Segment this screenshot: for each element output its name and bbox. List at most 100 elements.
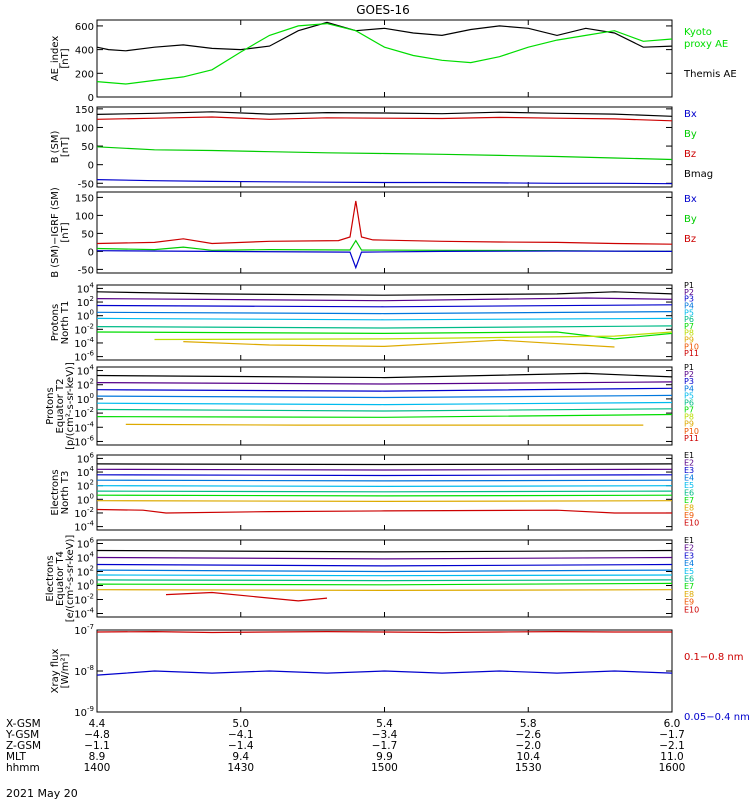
x-axis-value: 1430 — [227, 762, 254, 774]
x-axis-value: 1600 — [659, 762, 686, 774]
series-line — [96, 479, 673, 482]
series-line — [96, 508, 672, 514]
x-axis-value: 5.8 — [520, 718, 537, 730]
legend-entry: E4 — [684, 474, 694, 483]
x-axis-value: −4.1 — [228, 729, 254, 741]
series-line — [96, 387, 673, 392]
y-tick-label: 10-6 — [74, 350, 94, 364]
series-line — [154, 331, 673, 341]
legend-entry: E5 — [684, 567, 694, 576]
series-line — [96, 494, 673, 497]
y-tick-label: 100 — [75, 123, 94, 134]
legend-entry: 0.1−0.8 nm — [684, 652, 743, 663]
legend-entry: P6 — [684, 315, 694, 324]
y-tick-label: 100 — [77, 392, 94, 406]
series-line — [96, 116, 673, 122]
y-tick-label: 0 — [88, 247, 94, 258]
y-tick-label: 104 — [77, 364, 95, 378]
series-line — [125, 423, 644, 426]
legend-entry: E6 — [684, 489, 694, 498]
y-tick-label: 10-2 — [74, 406, 94, 420]
series-line — [96, 146, 673, 161]
legend-entry: E2 — [684, 459, 694, 468]
y-tick-label: 10-2 — [74, 506, 94, 520]
x-axis-value: 8.9 — [89, 751, 106, 763]
y-tick-label: 100 — [77, 579, 94, 593]
y-axis-label: [nT] — [60, 222, 71, 242]
y-tick-label: 10-7 — [74, 623, 94, 637]
y-axis-label: Protons — [45, 387, 56, 424]
y-tick-label: 10-2 — [74, 322, 94, 336]
series-line — [96, 574, 673, 577]
y-axis-label: [p/(cm²-s-sr-keV)] — [65, 362, 76, 450]
y-tick-label: 106 — [77, 451, 95, 465]
y-tick-label: 10-2 — [74, 593, 94, 607]
y-tick-label: 100 — [75, 211, 94, 222]
panel-frame — [96, 191, 673, 274]
x-axis-value: 10.4 — [517, 751, 541, 763]
y-axis-label: B (SM) — [50, 130, 61, 163]
x-axis-value: 1500 — [371, 762, 398, 774]
series-line — [96, 317, 673, 321]
legend-entry: E8 — [684, 590, 694, 599]
series-line — [96, 394, 673, 399]
legend-entry: P9 — [684, 420, 694, 429]
series-line — [96, 468, 673, 471]
date-label: 2021 May 20 — [6, 787, 78, 800]
legend-entry: E8 — [684, 504, 694, 513]
legend-entry: P4 — [684, 301, 694, 310]
series-line — [96, 549, 673, 553]
y-axis-label: [W/m²] — [60, 653, 71, 688]
x-axis-value: −4.8 — [84, 729, 110, 741]
x-axis-row-label: Y-GSM — [5, 729, 39, 741]
series-line — [96, 569, 673, 573]
legend-entry: Kyoto — [684, 27, 712, 38]
legend-entry: P10 — [684, 427, 699, 436]
series-line — [96, 311, 673, 315]
panel-frame — [96, 284, 673, 361]
series-line — [96, 563, 673, 567]
legend-entry: E5 — [684, 481, 694, 490]
x-axis-value: −1.4 — [228, 740, 254, 752]
series-line — [96, 22, 673, 85]
legend-entry: P7 — [684, 322, 694, 331]
series-line — [96, 21, 673, 52]
x-axis-value: −1.7 — [659, 729, 685, 741]
y-tick-label: 10-4 — [74, 336, 94, 350]
series-line — [96, 250, 673, 270]
legend-entry: P5 — [684, 308, 694, 317]
series-line — [96, 291, 673, 296]
legend-entry: P10 — [684, 342, 699, 351]
legend-entry: E6 — [684, 575, 694, 584]
y-tick-label: -50 — [78, 179, 94, 190]
legend-entry: E3 — [684, 551, 694, 560]
x-axis-value: −2.6 — [516, 729, 542, 741]
legend-entry: E1 — [684, 536, 694, 545]
y-tick-label: 100 — [77, 309, 94, 323]
legend-entry: proxy AE — [684, 39, 728, 50]
legend-entry: E4 — [684, 559, 694, 568]
series-line — [96, 239, 673, 252]
series-line — [96, 381, 673, 385]
legend-entry: P11 — [684, 349, 699, 358]
series-line — [96, 401, 673, 406]
legend-entry: E9 — [684, 598, 694, 607]
x-axis-annotation: X-GSM 4.4 5.0 5.4 5.8 6.0 Y-GSM −4.8 −4.1 −3.4 −2.… — [5, 718, 685, 774]
x-axis-row-label: Z-GSM — [6, 740, 41, 752]
legend-entry: Bz — [684, 149, 696, 160]
y-axis-label: B (SM)−IGRF (SM) — [50, 187, 61, 278]
y-tick-label: 106 — [77, 537, 95, 551]
y-axis-label: Equator T4 — [55, 551, 66, 606]
legend-entry: Bz — [684, 234, 696, 245]
y-axis-label: [nT] — [60, 48, 71, 68]
x-axis-value: 11.0 — [660, 751, 683, 763]
y-tick-label: 150 — [75, 193, 94, 204]
legend-entry: E10 — [684, 605, 699, 614]
x-axis-value: 1530 — [515, 762, 542, 774]
